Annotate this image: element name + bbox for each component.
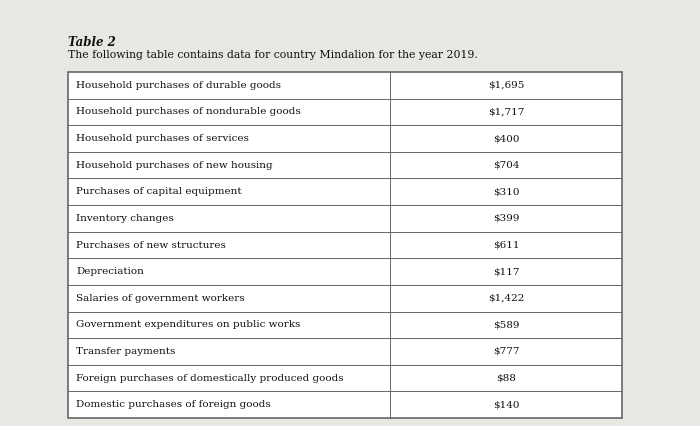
Text: Government expenditures on public works: Government expenditures on public works: [76, 320, 300, 329]
Text: $117: $117: [493, 267, 519, 276]
Text: Purchases of new structures: Purchases of new structures: [76, 241, 226, 250]
Text: Domestic purchases of foreign goods: Domestic purchases of foreign goods: [76, 400, 271, 409]
Text: Table 2: Table 2: [68, 36, 116, 49]
Text: Foreign purchases of domestically produced goods: Foreign purchases of domestically produc…: [76, 374, 344, 383]
Text: $400: $400: [493, 134, 519, 143]
Text: Salaries of government workers: Salaries of government workers: [76, 294, 244, 303]
Text: $88: $88: [496, 374, 516, 383]
Text: Household purchases of services: Household purchases of services: [76, 134, 249, 143]
Bar: [68, 72, 622, 418]
Text: $611: $611: [493, 241, 519, 250]
Text: Depreciation: Depreciation: [76, 267, 144, 276]
Text: Household purchases of durable goods: Household purchases of durable goods: [76, 81, 281, 90]
Text: $704: $704: [493, 161, 519, 170]
Text: Purchases of capital equipment: Purchases of capital equipment: [76, 187, 242, 196]
Text: $399: $399: [493, 214, 519, 223]
Text: Transfer payments: Transfer payments: [76, 347, 176, 356]
Text: Household purchases of new housing: Household purchases of new housing: [76, 161, 272, 170]
Text: $1,422: $1,422: [488, 294, 524, 303]
Text: Household purchases of nondurable goods: Household purchases of nondurable goods: [76, 107, 301, 116]
Text: $1,717: $1,717: [488, 107, 524, 116]
Text: $310: $310: [493, 187, 519, 196]
Text: The following table contains data for country Mindalion for the year 2019.: The following table contains data for co…: [68, 50, 477, 60]
Text: Inventory changes: Inventory changes: [76, 214, 174, 223]
Text: $1,695: $1,695: [488, 81, 524, 90]
Text: $777: $777: [493, 347, 519, 356]
Text: $589: $589: [493, 320, 519, 329]
Text: $140: $140: [493, 400, 519, 409]
